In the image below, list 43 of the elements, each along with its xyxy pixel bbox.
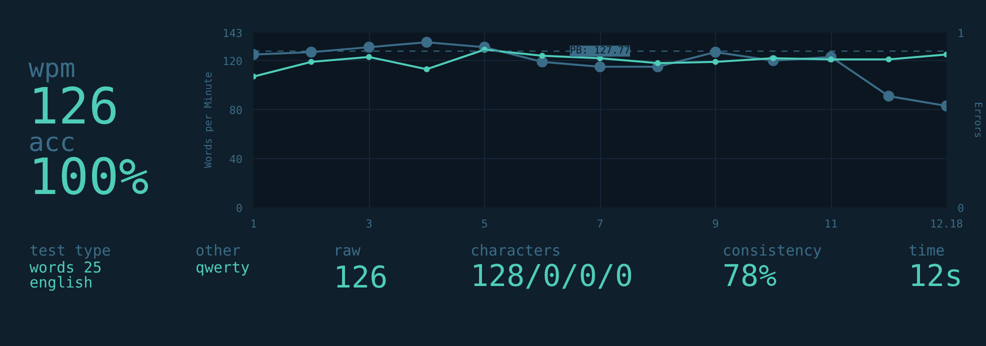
point (710, 46, 721, 58)
y-tick-label: 143 (222, 27, 243, 40)
x-tick-label: 11 (824, 218, 838, 230)
x-tick-label: 5 (481, 218, 488, 230)
y-tick-label: 120 (222, 55, 243, 68)
text: qwerty (196, 258, 250, 276)
point (421, 36, 432, 48)
y2-tick-label: 1 (958, 27, 964, 40)
text: 12s (908, 259, 963, 294)
point (366, 54, 372, 60)
x-tick-label: 12.18 (930, 218, 964, 230)
y2-tick-label: 0 (958, 202, 964, 215)
point (886, 56, 892, 62)
text: 128/0/0/0 (470, 259, 634, 294)
text: raw (334, 242, 362, 260)
text: characters (470, 242, 561, 260)
point (712, 58, 718, 65)
y-tick-label: 80 (229, 104, 243, 118)
y-tick-label: 0 (236, 202, 242, 215)
x-tick-label: 9 (712, 218, 719, 230)
text: 126 (334, 260, 388, 296)
point (883, 90, 894, 102)
x-tick-label: 3 (366, 218, 372, 230)
y-axis-title: Words per Minute (204, 72, 215, 168)
ref-line-label: PB: 127.77 (570, 46, 630, 57)
point (536, 56, 548, 68)
text: other (196, 242, 241, 260)
x-tick-label: 7 (596, 218, 604, 230)
y2-axis-title: Errors (972, 102, 984, 138)
point (594, 61, 606, 72)
text: 78% (722, 259, 777, 294)
point (654, 60, 661, 66)
point (306, 46, 317, 58)
text: consistency (722, 242, 822, 260)
text: time (908, 242, 945, 260)
point (308, 58, 314, 65)
x-tick-label: 1 (250, 218, 257, 230)
text: test type (30, 242, 111, 260)
point (364, 42, 374, 53)
point (424, 66, 430, 72)
text: words 25 english (30, 258, 102, 292)
y-tick-label: 40 (229, 153, 243, 166)
point (539, 52, 546, 59)
